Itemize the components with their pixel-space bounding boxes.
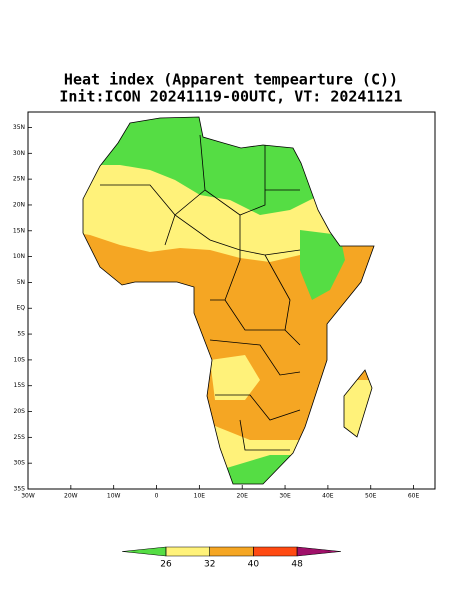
colorbar-segment — [209, 546, 254, 557]
zone-west-coast — [83, 250, 130, 290]
x-tick-label: 40E — [322, 493, 334, 500]
africa-field — [83, 117, 374, 484]
colorbar-label: 26 — [160, 560, 172, 570]
colorbar-label: 40 — [248, 560, 260, 570]
colorbar-segment — [253, 546, 298, 557]
x-tick-label: 60E — [408, 493, 420, 500]
x-tick-label: 30W — [21, 493, 35, 500]
y-tick-label: 30S — [14, 460, 26, 467]
y-tick-label: 35N — [13, 124, 25, 131]
x-tick-label: 50E — [365, 493, 377, 500]
y-tick-label: 5S — [17, 331, 25, 338]
x-tick-label: 20W — [64, 493, 78, 500]
x-tick-label: 0 — [155, 493, 159, 500]
zone-yellow-south — [210, 355, 260, 400]
x-tick-label: 10W — [107, 493, 121, 500]
x-tick-label: 20E — [236, 493, 248, 500]
colorbar-segment — [122, 546, 167, 557]
x-tick-label: 10E — [194, 493, 206, 500]
y-tick-label: 15N — [13, 227, 25, 234]
y-tick-label: 25N — [13, 176, 25, 183]
y-tick-label: 25S — [14, 434, 26, 441]
zone-madagascar — [340, 380, 374, 440]
y-tick-label: 5N — [17, 279, 25, 286]
y-tick-label: 35S — [14, 486, 26, 493]
y-tick-label: EQ — [16, 305, 25, 312]
y-tick-label: 20S — [14, 408, 26, 415]
map-frame — [27, 111, 436, 490]
colorbar-segment — [165, 546, 210, 557]
borders — [82, 116, 375, 485]
colorbar-label: 48 — [291, 560, 303, 570]
x-tick-label: 30E — [279, 493, 291, 500]
colorbar-segment — [296, 546, 341, 557]
y-tick-label: 20N — [13, 201, 25, 208]
chart-subtitle: Init:ICON 20241119-00UTC, VT: 20241121 — [59, 88, 402, 106]
y-tick-label: 30N — [13, 150, 25, 157]
colorbar-label: 32 — [204, 560, 215, 570]
y-tick-label: 10S — [14, 356, 26, 363]
zone-green-east — [300, 230, 345, 300]
y-tick-label: 15S — [14, 382, 26, 389]
y-tick-label: 10N — [13, 253, 25, 260]
chart-title: Heat index (Apparent tempearture (C)) — [64, 71, 398, 89]
